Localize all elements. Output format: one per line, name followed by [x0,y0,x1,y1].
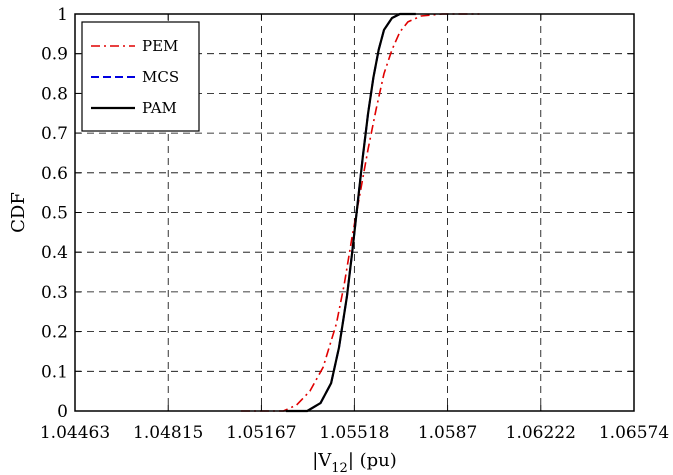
y-tick-label: 1 [57,5,68,25]
y-tick-label: 0.7 [41,124,68,144]
x-tick-label: 1.05167 [226,423,296,443]
y-tick-label: 0.5 [41,204,68,224]
y-tick-label: 0.6 [41,164,68,184]
y-axis-label: CDF [8,192,29,233]
legend: PEM MCS PAM [81,21,200,132]
legend-label-mcs: MCS [142,68,179,86]
x-tick-label: 1.06222 [506,423,576,443]
series-lines [241,12,480,413]
legend-label-pam: PAM [142,99,177,117]
x-tick-label: 1.06574 [599,423,669,443]
x-axis-label: |V12| (pu) [312,450,397,475]
y-tick-label: 0.4 [41,243,68,263]
axis-ticks: 1.04463 1.04815 1.05167 1.05518 1.0587 1.0622… [40,5,669,443]
x-tick-label: 1.05518 [319,423,389,443]
y-tick-label: 0.8 [41,84,68,104]
x-tick-label: 1.04815 [133,423,203,443]
y-tick-label: 0.9 [41,45,68,65]
y-tick-label: 0.1 [41,362,68,382]
series-line-pam [286,12,416,413]
grid [74,13,635,412]
y-tick-label: 0.2 [41,323,68,343]
y-tick-label: 0.3 [41,283,68,303]
legend-box [81,21,200,132]
x-tick-label: 1.0587 [418,423,477,443]
series-line-pem [241,13,480,412]
x-tick-label: 1.04463 [40,423,110,443]
legend-label-pem: PEM [142,37,178,55]
y-tick-label: 0 [57,402,68,422]
